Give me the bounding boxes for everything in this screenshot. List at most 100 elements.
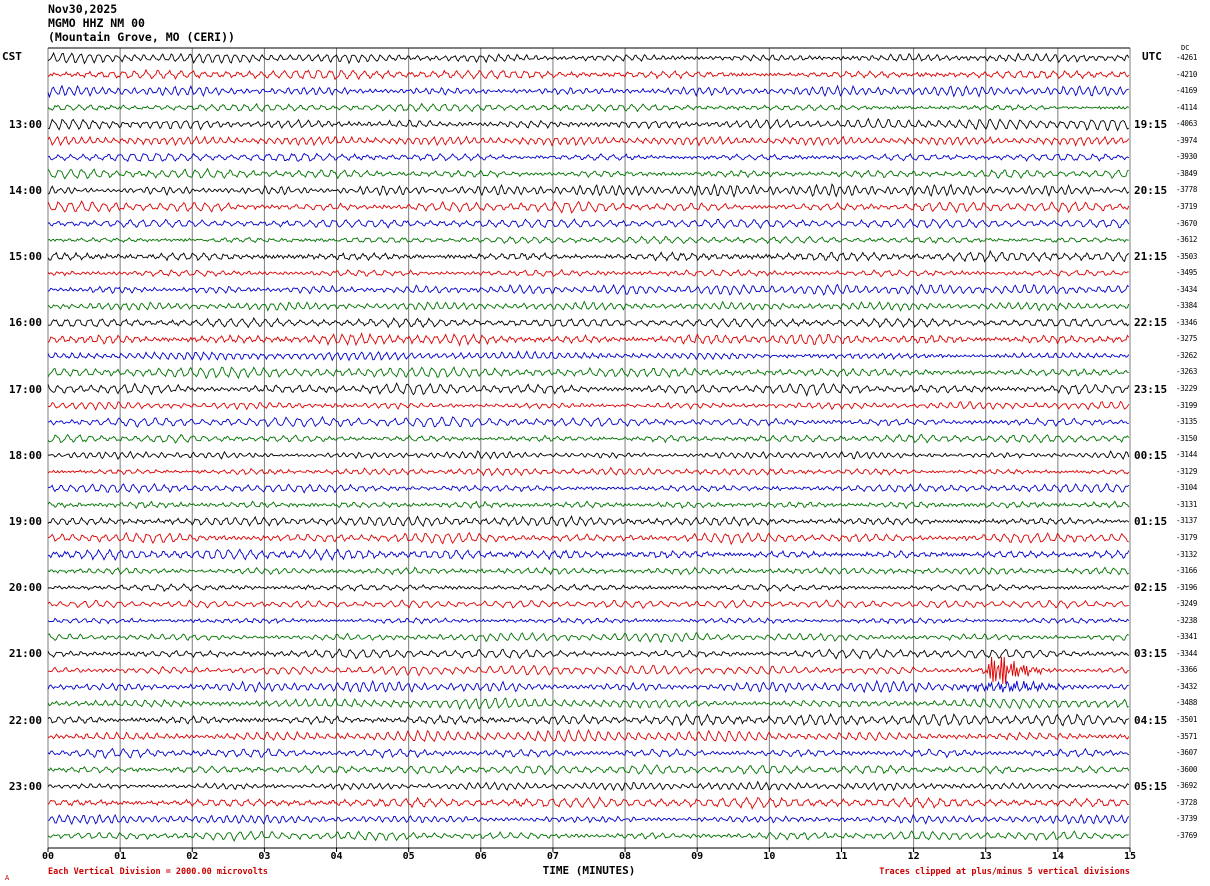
x-axis-title: TIME (MINUTES)	[542, 864, 636, 877]
dc-value-label: -3135	[1176, 417, 1198, 427]
minute-tick-label: 00	[41, 851, 55, 862]
right-time-label: 21:15	[1134, 250, 1168, 264]
trace-row-12	[47, 249, 1130, 263]
trace-row-1	[47, 68, 1130, 81]
trace-row-16	[48, 316, 1130, 329]
dc-value-label: -4114	[1176, 102, 1198, 112]
trace-row-27	[47, 500, 1130, 510]
trace-row-22	[47, 415, 1129, 428]
right-time-label: 20:15	[1134, 183, 1168, 197]
dc-value-label: -3166	[1176, 566, 1198, 576]
trace-row-15	[47, 300, 1130, 312]
trace-row-40	[47, 712, 1130, 727]
trace-row-9	[47, 200, 1130, 214]
trace-row-2	[47, 84, 1129, 99]
trace-row-18	[47, 350, 1130, 362]
trace-row-19	[47, 366, 1129, 380]
dc-value-label: -3434	[1176, 284, 1198, 294]
trace-row-25	[47, 466, 1130, 477]
dc-value-label: -3341	[1176, 632, 1198, 642]
trace-row-24	[47, 449, 1130, 460]
trace-row-6	[47, 152, 1130, 163]
trace-row-44	[47, 780, 1130, 792]
dc-value-label: -3432	[1176, 681, 1198, 691]
dc-value-label: -3249	[1176, 599, 1198, 609]
left-time-label: 18:00	[8, 448, 42, 462]
dc-value-label: -3930	[1176, 152, 1198, 162]
dc-axis-label: DC	[1181, 44, 1190, 52]
minute-tick-label: 01	[114, 851, 127, 862]
dc-value-label: -4261	[1176, 53, 1198, 62]
minute-tick-label: 04	[330, 851, 343, 862]
minute-tick-label: 13	[979, 851, 992, 862]
trace-row-17	[47, 331, 1130, 347]
left-time-label: 23:00	[8, 779, 42, 793]
trace-row-5	[47, 135, 1130, 147]
dc-value-label: -3238	[1176, 615, 1198, 625]
left-time-label: 19:00	[8, 514, 42, 528]
minute-tick-label: 09	[691, 851, 704, 862]
trace-row-8	[47, 183, 1130, 198]
minute-tick-label: 10	[763, 851, 776, 862]
bottom-left-mark: A	[5, 874, 10, 882]
clip-note: Traces clipped at plus/minus 5 vertical …	[879, 867, 1130, 877]
minute-tick-label: 11	[835, 851, 848, 862]
header-station: MGMO HHZ NM 00	[48, 16, 145, 30]
left-time-label: 15:00	[8, 250, 42, 264]
minute-tick-label: 12	[907, 851, 920, 862]
trace-row-43	[47, 763, 1130, 776]
utc-axis-label: UTC	[1142, 50, 1162, 63]
dc-value-label: -3179	[1176, 532, 1198, 542]
minute-tick-label: 07	[546, 851, 559, 862]
trace-row-10	[48, 218, 1130, 230]
trace-row-36	[47, 648, 1130, 660]
dc-value-label: -3366	[1176, 665, 1198, 675]
dc-value-label: -3769	[1176, 830, 1198, 840]
dc-value-label: -3344	[1176, 648, 1198, 658]
dc-value-label: -3778	[1176, 185, 1198, 195]
dc-value-label: -3150	[1176, 433, 1198, 443]
dc-value-label: -3571	[1176, 731, 1198, 741]
dc-value-label: -3263	[1176, 367, 1198, 377]
trace-row-37	[47, 656, 1129, 684]
trace-row-23	[47, 433, 1130, 444]
trace-row-33	[47, 599, 1129, 609]
dc-value-label: -3104	[1176, 483, 1198, 493]
trace-row-11	[47, 235, 1129, 245]
dc-value-label: -3144	[1176, 450, 1198, 460]
dc-value-label: -3739	[1176, 814, 1198, 824]
dc-value-label: -3719	[1176, 201, 1198, 211]
dc-value-label: -4210	[1176, 69, 1198, 79]
trace-row-32	[48, 583, 1129, 593]
seismic-traces	[47, 51, 1130, 842]
right-time-label: 01:15	[1134, 514, 1168, 528]
left-time-label: 14:00	[8, 183, 42, 197]
scale-note: Each Vertical Division = 2000.00 microvo…	[48, 867, 269, 877]
dc-value-label: -3129	[1176, 466, 1198, 476]
minute-tick-label: 15	[1123, 851, 1137, 862]
left-time-label: 20:00	[8, 581, 42, 595]
right-time-label: 02:15	[1134, 581, 1168, 595]
minute-tick-label: 03	[258, 851, 271, 862]
right-time-label: 03:15	[1134, 647, 1168, 661]
dc-value-label: -3503	[1176, 251, 1198, 261]
left-time-label: 16:00	[8, 316, 42, 330]
minute-tick-label: 06	[474, 851, 487, 862]
dc-value-label: -3196	[1176, 582, 1198, 592]
trace-row-13	[47, 268, 1129, 278]
minute-grid	[47, 47, 1131, 852]
dc-value-label: -3495	[1176, 268, 1198, 278]
dc-value-label: -3692	[1176, 781, 1198, 791]
trace-row-31	[47, 566, 1130, 576]
dc-value-label: -3849	[1176, 168, 1198, 178]
trace-row-39	[47, 697, 1129, 711]
dc-value-label: -3132	[1176, 549, 1198, 559]
dc-value-label: -3199	[1176, 400, 1198, 410]
dc-value-label: -3600	[1176, 764, 1198, 774]
trace-row-20	[47, 382, 1130, 397]
cst-axis-label: CST	[2, 50, 22, 63]
right-time-label: 23:15	[1134, 382, 1168, 396]
dc-value-label: -3974	[1176, 135, 1198, 145]
